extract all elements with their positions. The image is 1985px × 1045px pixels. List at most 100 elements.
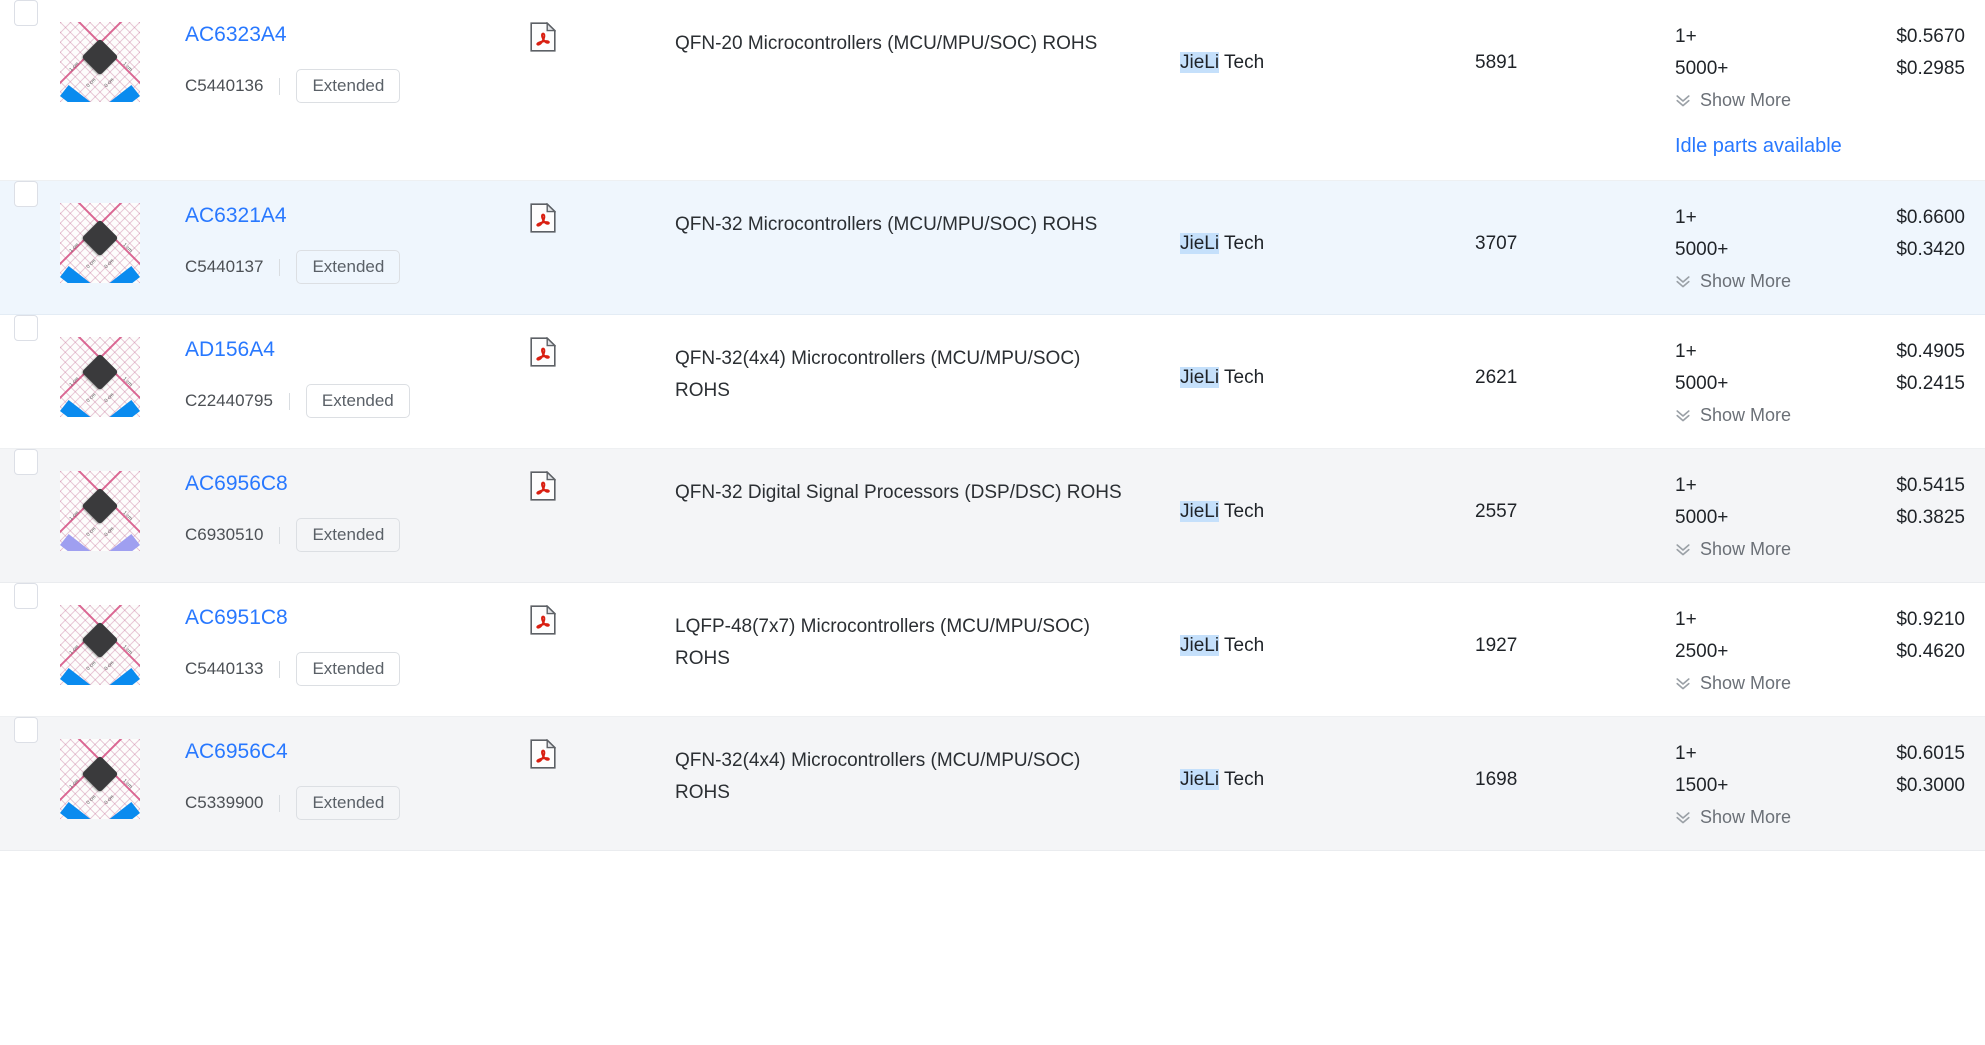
product-thumbnail-cell: 1 cm 0 cm 0 cm 1 cm — [60, 181, 185, 314]
lcsc-part-code: C5440133 — [185, 659, 264, 678]
lcsc-part-code: C6930510 — [185, 525, 264, 544]
extended-part-badge[interactable]: Extended — [296, 250, 401, 284]
manufacturer-name-rest: Tech — [1219, 635, 1265, 656]
stock-quantity: 5891 — [1475, 52, 1518, 73]
price-break-list: 1+ $0.4905 5000+ $0.2415 — [1675, 337, 1965, 399]
part-number-link[interactable]: AC6321A4 — [185, 204, 287, 227]
extended-part-badge[interactable]: Extended — [296, 786, 401, 820]
row-select-cell — [0, 717, 60, 850]
extended-part-badge[interactable]: Extended — [305, 384, 410, 418]
row-checkbox[interactable] — [14, 449, 38, 475]
show-more-label: Show More — [1700, 90, 1792, 110]
show-more-prices-button[interactable]: Show More — [1675, 271, 1965, 292]
price-break-unit-price: $0.4620 — [1896, 641, 1965, 662]
datasheet-cell — [530, 717, 675, 850]
price-break-list: 1+ $0.6015 1500+ $0.3000 — [1675, 739, 1965, 801]
price-break-row: 1+ $0.6600 — [1675, 203, 1965, 233]
price-break-row: 5000+ $0.2415 — [1675, 369, 1965, 399]
double-chevron-down-icon — [1676, 94, 1690, 106]
table-row-ac6321a4[interactable]: 1 cm 0 cm 0 cm 1 cm AC6321A4 C5440137 Ex… — [0, 181, 1985, 315]
price-break-row: 1+ $0.5415 — [1675, 471, 1965, 501]
manufacturer-name-rest: Tech — [1219, 367, 1265, 388]
product-image[interactable]: 1 cm 0 cm 0 cm 1 cm — [60, 739, 140, 819]
pdf-datasheet-icon[interactable] — [530, 22, 556, 52]
row-checkbox[interactable] — [14, 315, 38, 341]
stock-cell: 2557 — [1475, 449, 1675, 582]
show-more-label: Show More — [1700, 405, 1792, 425]
double-chevron-down-icon — [1676, 677, 1690, 689]
product-image[interactable]: 1 cm 0 cm 0 cm 1 cm — [60, 337, 140, 417]
price-break-row: 5000+ $0.2985 — [1675, 54, 1965, 84]
price-cell: 1+ $0.9210 2500+ $0.4620 Show More — [1675, 583, 1985, 716]
product-thumbnail-cell: 1 cm 0 cm 0 cm 1 cm — [60, 583, 185, 716]
meta-divider — [279, 77, 281, 95]
part-info-cell: AC6323A4 C5440136 Extended — [185, 0, 530, 180]
price-break-quantity: 1500+ — [1675, 775, 1729, 796]
pdf-datasheet-icon[interactable] — [530, 605, 556, 635]
show-more-prices-button[interactable]: Show More — [1675, 539, 1965, 560]
show-more-prices-button[interactable]: Show More — [1675, 807, 1965, 828]
show-more-label: Show More — [1700, 539, 1792, 559]
manufacturer-cell: JieLi Tech — [1180, 583, 1475, 716]
product-image[interactable]: 1 cm 0 cm 0 cm 1 cm — [60, 605, 140, 685]
product-thumbnail-cell: 1 cm 0 cm 0 cm 1 cm — [60, 315, 185, 448]
pdf-datasheet-icon[interactable] — [530, 739, 556, 769]
price-break-unit-price: $0.6015 — [1896, 743, 1965, 764]
price-break-row: 1+ $0.9210 — [1675, 605, 1965, 635]
pdf-datasheet-icon[interactable] — [530, 337, 556, 367]
datasheet-cell — [530, 181, 675, 314]
price-break-quantity: 5000+ — [1675, 373, 1729, 394]
extended-part-badge[interactable]: Extended — [296, 518, 401, 552]
manufacturer-cell: JieLi Tech — [1180, 181, 1475, 314]
price-break-row: 5000+ $0.3825 — [1675, 503, 1965, 533]
datasheet-cell — [530, 0, 675, 180]
price-break-unit-price: $0.5415 — [1896, 475, 1965, 496]
price-cell: 1+ $0.5670 5000+ $0.2985 Show More Idle par… — [1675, 0, 1985, 180]
row-checkbox[interactable] — [14, 181, 38, 207]
part-number-link[interactable]: AC6951C8 — [185, 606, 288, 629]
price-break-list: 1+ $0.6600 5000+ $0.3420 — [1675, 203, 1965, 265]
part-number-link[interactable]: AC6323A4 — [185, 23, 287, 46]
product-thumbnail-cell: 1 cm 0 cm 0 cm 1 cm — [60, 449, 185, 582]
extended-part-badge[interactable]: Extended — [296, 652, 401, 686]
meta-divider — [279, 794, 281, 812]
part-description: QFN-32(4x4) Microcontrollers (MCU/MPU/SO… — [675, 348, 1081, 401]
price-cell: 1+ $0.6015 1500+ $0.3000 Show More — [1675, 717, 1985, 850]
datasheet-cell — [530, 449, 675, 582]
idle-parts-available-link[interactable]: Idle parts available — [1675, 135, 1842, 157]
show-more-prices-button[interactable]: Show More — [1675, 673, 1965, 694]
part-meta: C5440133 Extended — [185, 652, 520, 686]
part-info-cell: AD156A4 C22440795 Extended — [185, 315, 530, 448]
table-row-ac6956c8[interactable]: 1 cm 0 cm 0 cm 1 cm AC6956C8 C6930510 Ex… — [0, 449, 1985, 583]
product-image[interactable]: 1 cm 0 cm 0 cm 1 cm — [60, 203, 140, 283]
table-row-ac6956c4[interactable]: 1 cm 0 cm 0 cm 1 cm AC6956C4 C5339900 Ex… — [0, 717, 1985, 851]
price-break-unit-price: $0.6600 — [1896, 207, 1965, 228]
price-break-quantity: 1+ — [1675, 207, 1697, 228]
product-image[interactable]: 1 cm 0 cm 0 cm 1 cm — [60, 22, 140, 102]
product-image[interactable]: 1 cm 0 cm 0 cm 1 cm — [60, 471, 140, 551]
show-more-prices-button[interactable]: Show More — [1675, 405, 1965, 426]
pdf-datasheet-icon[interactable] — [530, 471, 556, 501]
price-break-unit-price: $0.9210 — [1896, 609, 1965, 630]
row-checkbox[interactable] — [14, 583, 38, 609]
price-break-unit-price: $0.2415 — [1896, 373, 1965, 394]
description-cell: QFN-32 Microcontrollers (MCU/MPU/SOC) RO… — [675, 181, 1180, 314]
show-more-label: Show More — [1700, 271, 1792, 291]
table-row-ac6323a4[interactable]: 1 cm 0 cm 0 cm 1 cm AC6323A4 C5440136 Ex… — [0, 0, 1985, 181]
show-more-prices-button[interactable]: Show More — [1675, 90, 1965, 111]
manufacturer-name: JieLi Tech — [1180, 769, 1475, 791]
table-row-ad156a4[interactable]: 1 cm 0 cm 0 cm 1 cm AD156A4 C22440795 Ex… — [0, 315, 1985, 449]
table-row-ac6951c8[interactable]: 1 cm 0 cm 0 cm 1 cm AC6951C8 C5440133 Ex… — [0, 583, 1985, 717]
row-checkbox[interactable] — [14, 717, 38, 743]
row-checkbox[interactable] — [14, 0, 38, 26]
description-cell: QFN-32 Digital Signal Processors (DSP/DS… — [675, 449, 1180, 582]
part-number-link[interactable]: AD156A4 — [185, 338, 275, 361]
stock-quantity: 3707 — [1475, 233, 1518, 254]
part-number-link[interactable]: AC6956C8 — [185, 472, 288, 495]
description-cell: QFN-20 Microcontrollers (MCU/MPU/SOC) RO… — [675, 0, 1180, 180]
extended-part-badge[interactable]: Extended — [296, 69, 401, 103]
part-number-link[interactable]: AC6956C4 — [185, 740, 288, 763]
pdf-datasheet-icon[interactable] — [530, 203, 556, 233]
row-select-cell — [0, 449, 60, 582]
